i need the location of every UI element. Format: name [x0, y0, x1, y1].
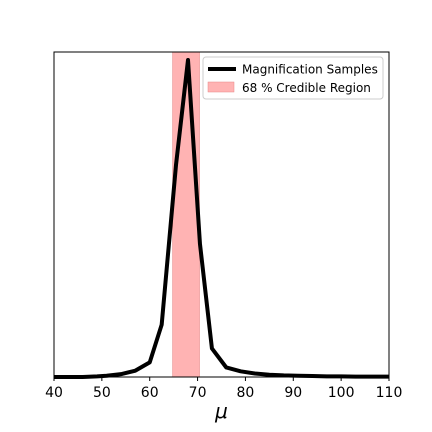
x-tick-label: 110: [376, 385, 403, 401]
x-tick-label: 60: [141, 385, 159, 401]
x-tick-label: 100: [328, 385, 355, 401]
credible-region: [172, 51, 200, 378]
x-tick-label: 50: [93, 385, 111, 401]
legend-region-swatch: [207, 81, 235, 93]
legend-box: [202, 56, 384, 100]
legend-label-credible-region: 68 % Credible Region: [242, 81, 371, 95]
x-tick-layer: 40 50 60 70 80 90 100 110: [45, 377, 402, 401]
legend: Magnification Samples 68 % Credible Regi…: [202, 56, 384, 100]
x-tick-label: 40: [45, 385, 63, 401]
x-tick-label: 70: [189, 385, 207, 401]
series-line-magnification-samples: [54, 58, 389, 379]
x-tick-label: 80: [237, 385, 255, 401]
credible-region-layer: [172, 51, 200, 378]
plot-frame: [53, 51, 390, 378]
series-line-layer: [54, 58, 389, 379]
x-tick-label: 90: [284, 385, 302, 401]
legend-label-magnification-samples: Magnification Samples: [242, 63, 378, 77]
x-axis-label: μ: [214, 399, 228, 423]
